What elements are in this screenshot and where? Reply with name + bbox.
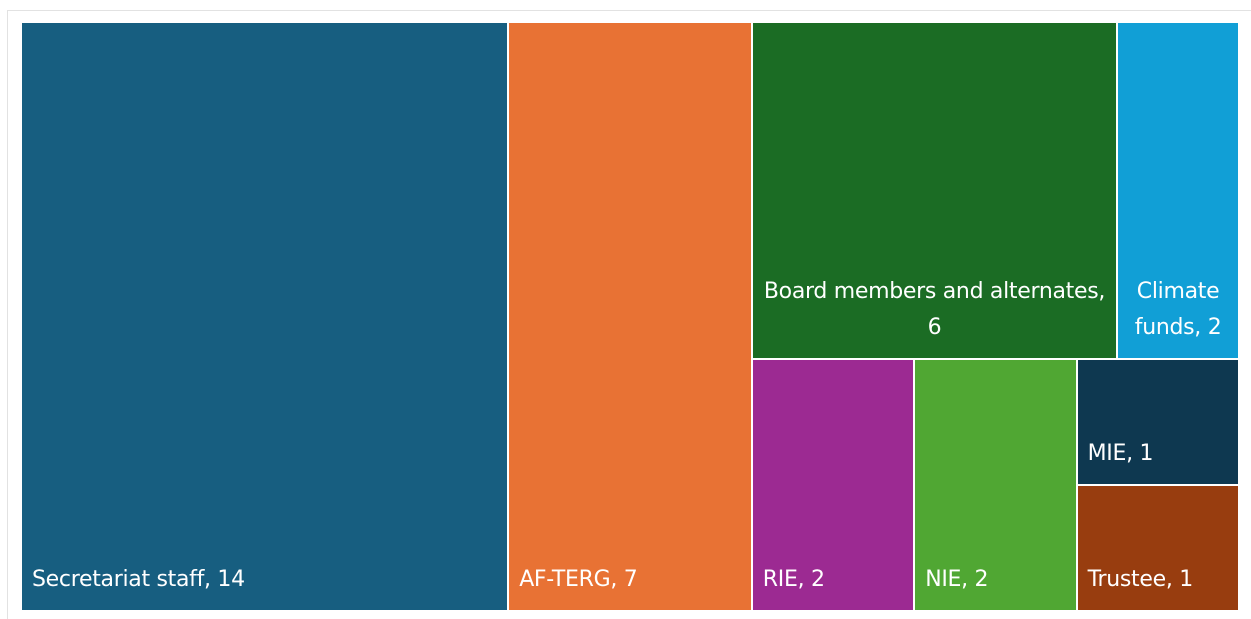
data-label: Board members and alternates, 6: [763, 278, 1106, 340]
tile: RIE, 2: [751, 358, 915, 611]
tile: Board members and alternates, 6: [751, 22, 1118, 359]
treemap: Secretariat staff, 14 AF-TERG, 7 Board mem…: [21, 22, 1239, 611]
data-label: RIE, 2: [762, 566, 825, 592]
tile: MIE, 1: [1076, 358, 1239, 485]
tile: Secretariat staff, 14: [21, 22, 509, 611]
data-label: Secretariat staff, 14: [32, 567, 245, 592]
data-label: NIE, 2: [925, 566, 989, 592]
data-label: AF-TERG, 7: [519, 567, 638, 592]
tile: Trustee, 1: [1076, 484, 1239, 611]
tile: NIE, 2: [914, 358, 1077, 611]
tile: Climate funds, 2: [1117, 22, 1239, 359]
tile: AF-TERG, 7: [508, 22, 752, 611]
frame: [7, 10, 1251, 619]
data-label: Trustee, 1: [1087, 566, 1194, 592]
data-label: Climate funds, 2: [1134, 278, 1222, 340]
data-label: MIE, 1: [1087, 440, 1154, 466]
